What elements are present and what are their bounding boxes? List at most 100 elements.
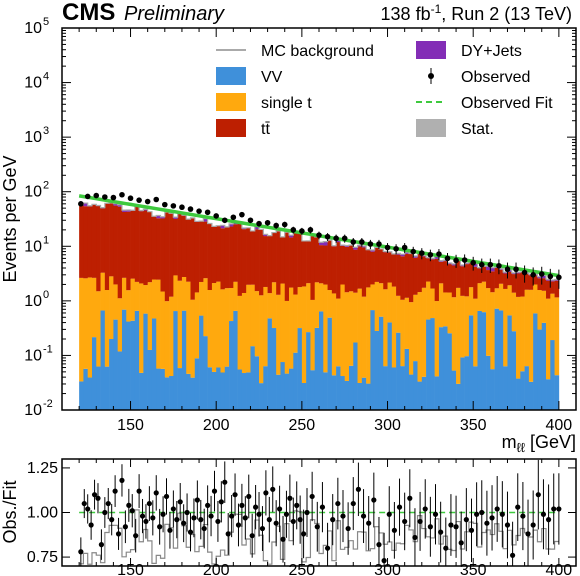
observed-point xyxy=(136,197,142,203)
bar-ttbar xyxy=(524,273,530,290)
ratio-point xyxy=(386,511,392,517)
ratio-point xyxy=(402,518,408,525)
observed-point xyxy=(359,239,365,245)
bar-single_t xyxy=(301,286,307,383)
bar-single_t xyxy=(533,284,538,314)
bar-ttbar xyxy=(554,280,560,298)
bar-VV xyxy=(421,376,427,410)
ratio-point xyxy=(174,517,180,523)
bar-VV xyxy=(246,372,251,410)
ratio-point xyxy=(181,520,187,526)
observed-point xyxy=(239,211,245,218)
observed-point xyxy=(93,192,100,199)
bar-single_t xyxy=(199,281,204,316)
bar-single_t xyxy=(516,296,521,379)
bar-VV xyxy=(340,376,345,410)
bar-single_t xyxy=(91,277,97,338)
bar-DY xyxy=(486,266,491,271)
y-tick-exponent: 3 xyxy=(43,125,49,137)
observed-point xyxy=(427,251,434,258)
bar-ttbar xyxy=(267,235,273,294)
bar-VV xyxy=(533,313,538,410)
ratio-point xyxy=(150,515,156,521)
ratio-point xyxy=(438,529,444,535)
bar-single_t xyxy=(169,296,174,377)
bar-single_t xyxy=(194,292,200,359)
ratio-point xyxy=(340,513,346,519)
bar-DY xyxy=(537,276,543,279)
bar-ttbar xyxy=(216,226,221,282)
bar-ttbar xyxy=(464,264,470,297)
bar-DY xyxy=(143,209,148,211)
ratio-point xyxy=(381,558,387,564)
bar-ttbar xyxy=(456,260,461,288)
bar-VV xyxy=(353,342,358,410)
observed-point xyxy=(204,209,211,216)
bar-VV xyxy=(121,309,127,410)
bar-VV xyxy=(156,368,161,410)
legend-label: Observed xyxy=(461,69,530,86)
ratio-point xyxy=(256,511,262,517)
ratio-point xyxy=(280,536,286,542)
bar-VV xyxy=(468,315,474,410)
ratio-y-tick-label: 1.00 xyxy=(27,505,58,522)
ratio-point xyxy=(290,518,296,525)
ratio-point xyxy=(105,500,111,507)
bar-single_t xyxy=(267,293,273,319)
bar-VV xyxy=(289,368,294,410)
bar-ttbar xyxy=(408,253,414,303)
observed-point xyxy=(273,222,279,229)
observed-point xyxy=(102,194,108,200)
bar-VV xyxy=(117,351,123,410)
bar-VV xyxy=(336,366,341,410)
bar-ttbar xyxy=(490,271,495,293)
bar-single_t xyxy=(438,283,444,328)
bar-ttbar xyxy=(546,280,551,299)
bar-ttbar xyxy=(220,228,226,290)
bar-single_t xyxy=(451,297,457,371)
bar-ttbar xyxy=(147,211,153,283)
ratio-point xyxy=(458,540,464,546)
y-tick-label: 10 xyxy=(24,347,42,364)
bar-ttbar xyxy=(319,245,324,284)
bar-single_t xyxy=(156,279,161,369)
bar-DY xyxy=(490,267,495,272)
observed-point xyxy=(307,227,314,233)
ratio-x-tick-label: 400 xyxy=(546,562,573,576)
bar-single_t xyxy=(391,286,397,368)
bar-VV xyxy=(207,367,213,410)
bar-ttbar xyxy=(378,249,384,284)
bar-ttbar xyxy=(169,213,174,297)
bar-DY xyxy=(289,235,294,238)
bar-VV xyxy=(83,368,88,410)
bar-DY xyxy=(460,265,465,267)
observed-point xyxy=(461,257,468,263)
ratio-point xyxy=(427,524,433,530)
bar-VV xyxy=(503,366,508,410)
ratio-y-tick-label: 1.25 xyxy=(27,460,58,477)
bar-single_t xyxy=(331,293,337,376)
ratio-point xyxy=(489,515,495,521)
ratio-point xyxy=(163,493,170,500)
bar-single_t xyxy=(207,290,213,368)
legend-swatch-stat xyxy=(416,119,446,137)
bar-single_t xyxy=(229,287,234,322)
ratio-point xyxy=(525,531,531,537)
bar-single_t xyxy=(541,290,547,323)
bar-ttbar xyxy=(113,205,118,285)
bar-DY xyxy=(370,250,375,252)
ratio-point xyxy=(266,517,272,523)
bar-DY xyxy=(546,279,551,281)
bar-VV xyxy=(554,375,560,410)
bar-single_t xyxy=(426,281,431,320)
bar-single_t xyxy=(498,283,504,311)
bar-VV xyxy=(267,318,273,410)
x-tick-label: 350 xyxy=(460,417,487,434)
bar-single_t xyxy=(464,296,470,357)
bar-VV xyxy=(378,316,384,410)
bar-DY xyxy=(451,263,457,266)
bar-VV xyxy=(306,332,311,410)
ratio-point xyxy=(184,509,190,516)
ratio-point xyxy=(556,506,562,512)
